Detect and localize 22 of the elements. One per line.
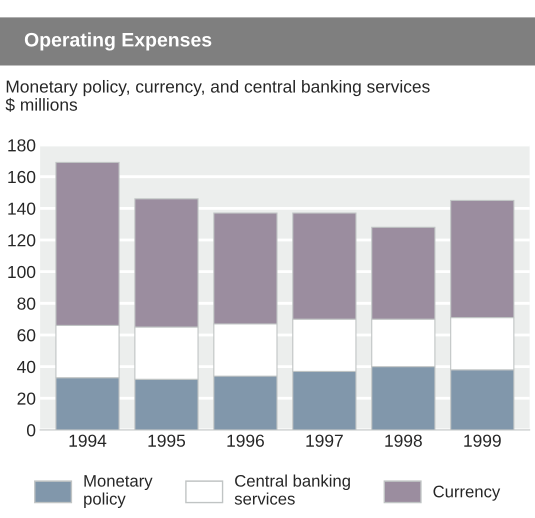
- chart-subtitle: Monetary policy, currency, and central banking services: [6, 80, 430, 96]
- chart-title: Operating Expenses: [24, 32, 212, 51]
- x-tick-label: 1994: [70, 434, 106, 447]
- y-tick-label: 180: [8, 139, 36, 152]
- y-tick-label: 60: [18, 329, 36, 342]
- x-tick-label: 1999: [464, 434, 501, 447]
- y-tick-label: 40: [17, 360, 36, 374]
- y-tick-label: 160: [8, 170, 36, 184]
- legend-label: Monetary policy: [84, 475, 153, 508]
- y-tick-label: 140: [8, 202, 36, 215]
- x-tick-label: 1998: [385, 434, 422, 447]
- y-tick-label: 0: [26, 424, 36, 436]
- y-axis-title: $ millions: [6, 98, 78, 112]
- y-tick-label: 120: [8, 234, 36, 246]
- y-tick-label: 100: [8, 266, 36, 278]
- y-tick-label: 80: [17, 297, 36, 310]
- legend-label: Central banking services: [234, 474, 350, 505]
- legend-label: Currency: [433, 486, 500, 501]
- x-tick-label: 1997: [306, 434, 343, 447]
- x-tick-label: 1996: [227, 434, 264, 447]
- y-tick-label: 20: [18, 392, 36, 405]
- x-tick-label: 1995: [148, 434, 186, 447]
